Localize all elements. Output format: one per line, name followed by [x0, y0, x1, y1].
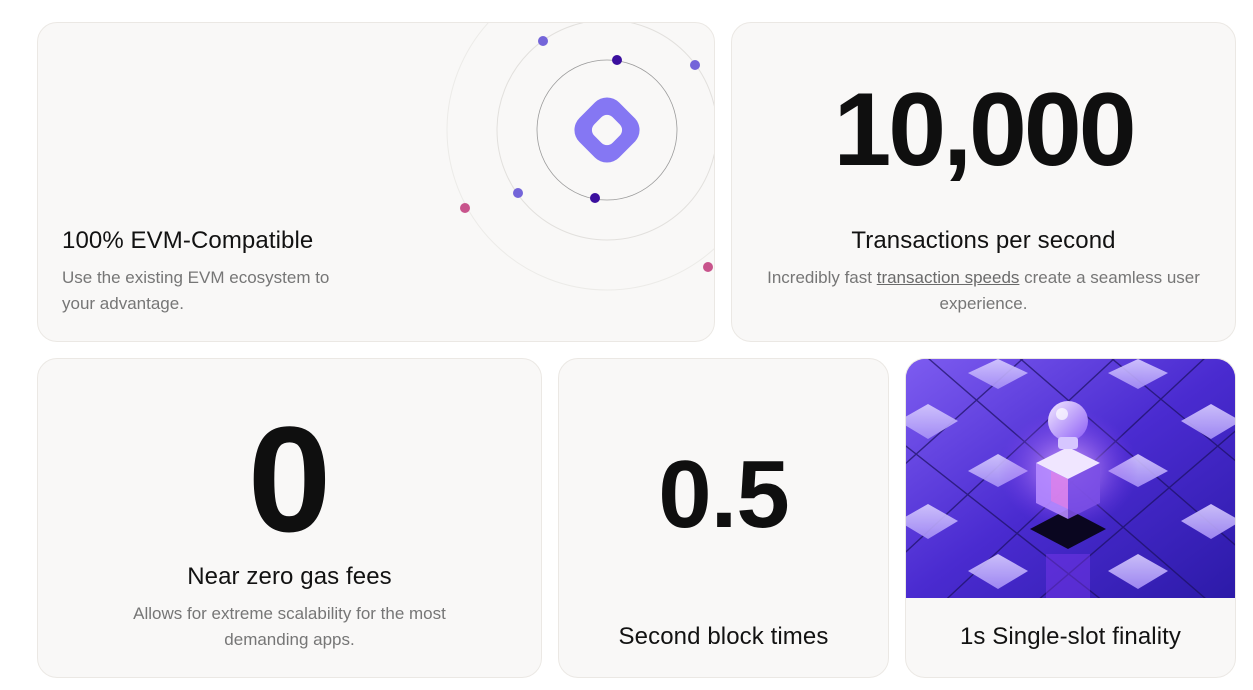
tps-card: 10,000 Transactions per second Incredibl… [731, 22, 1236, 342]
tps-stat: 10,000 [833, 72, 1136, 188]
tps-desc-after: create a seamless user experience. [939, 268, 1200, 313]
orbit-illustration [446, 23, 714, 291]
finality-card: 1s Single-slot finality [905, 358, 1236, 678]
orbit-dot [690, 60, 700, 70]
gas-stat: 0 [247, 395, 332, 563]
orbit-dot [703, 262, 713, 272]
gas-title: Near zero gas fees [187, 563, 392, 590]
orbit-dot [513, 188, 523, 198]
outer-orbit [446, 23, 714, 291]
orbit-dot [590, 193, 600, 203]
finality-illustration [906, 359, 1235, 598]
gas-card: 0 Near zero gas fees Allows for extreme … [37, 358, 542, 678]
inner-orbit [536, 59, 678, 201]
evm-title: 100% EVM-Compatible [62, 227, 314, 254]
logo-icon [574, 97, 640, 163]
finality-title: 1s Single-slot finality [959, 623, 1182, 650]
orbit-dot [460, 203, 470, 213]
orbit-dot [612, 55, 622, 65]
transaction-speeds-link[interactable]: transaction speeds [876, 268, 1020, 287]
evm-description: Use the existing EVM ecosystem to your a… [62, 268, 330, 313]
orbit-dot [538, 36, 548, 46]
block-card: 0.5 Second block times [558, 358, 889, 678]
block-title: Second block times [618, 623, 829, 650]
middle-orbit [496, 23, 714, 241]
tps-desc-before: Incredibly fast [767, 268, 877, 287]
tps-title: Transactions per second [851, 227, 1116, 254]
gas-description: Allows for extreme scalability for the m… [133, 604, 446, 649]
cube-tiles-image [906, 359, 1235, 598]
tps-description: Incredibly fast transaction speeds creat… [762, 265, 1205, 317]
evm-card: 100% EVM-Compatible Use the existing EVM… [37, 22, 715, 342]
block-stat: 0.5 [658, 441, 789, 548]
